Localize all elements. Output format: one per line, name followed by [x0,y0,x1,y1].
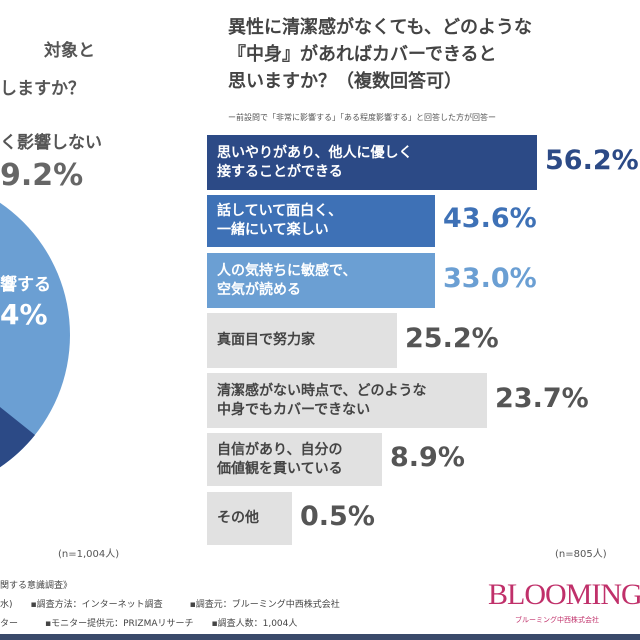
chart-title-line: 思いますか？（複数回答可） [228,71,462,92]
bar-label-line: 接することができる [217,163,343,180]
bar-label-line: その他 [217,510,259,526]
pie-label-no-influence: く影響しない [0,133,102,153]
bar: 真面目で努力家 [207,313,397,368]
left-title: 対象と しますか？ [0,32,95,108]
logo-subtext: ブルーミング中西株式会社 [515,616,599,624]
blooming-logo: BLOOMING [488,578,640,611]
bar: 自信があり、自分の 価値観を貫いている [207,433,382,486]
bar-value-label: 25.2% [405,322,499,354]
left-title-line: しますか？ [0,79,85,99]
bar-label-line: 真面目で努力家 [217,332,315,348]
pie-value-no-influence: 9.2% [0,158,84,193]
pie-slice-strong-influence [0,407,35,468]
bottom-band [0,634,640,640]
left-title-line: 対象と [44,41,95,61]
bar-label-line: 話していて面白く、 [217,203,343,219]
pie-slice-some-influence [0,202,70,468]
bar-label: 自信があり、自分の 価値観を貫いている [217,441,343,479]
bar-value-label: 0.5% [300,500,375,532]
bar-label: 清潔感がない時点で、どのような 中身でもカバーできない [217,382,426,420]
bar: 思いやりがあり、他人に優しく 接することができる [207,135,537,190]
chart-subtitle: ー前設問で「非常に影響する」「ある程度影響する」と回答した方が回答ー [228,113,496,122]
bar-label-line: 自信があり、自分の [217,441,343,458]
bar: その他 [207,492,292,545]
left-sample-size: (n=1,004人) [58,549,120,560]
bar-value-label: 56.2% [545,144,639,176]
bar: 人の気持ちに敏感で、 空気が読める [207,253,435,308]
bar-label-line: 空気が読める [217,281,301,298]
right-sample-size: (n=805人) [555,549,607,560]
bar-label: 真面目で努力家 [217,331,315,350]
bar-label: 話していて面白く、 一緒にいて楽しい [217,202,342,240]
survey-footer: 関する意識調査》 水) ▪調査方法：インターネット調査 ▪調査元：ブルーミング中… [0,577,340,634]
chart-title: 異性に清潔感がなくても、どのような 『中身』があればカバーできると 思いますか？… [228,14,532,95]
bar-value-label: 23.7% [495,382,589,414]
footer-line: ター ▪モニター提供元：PRIZMAリサーチ ▪調査人数：1,004人 [0,619,298,629]
pie-chart [0,202,70,468]
bar-label: 人の気持ちに敏感で、 空気が読める [217,262,356,300]
bar-label-line: 思いやりがあり、他人に優しく [217,144,413,161]
bar-label-line: 一緒にいて楽しい [217,222,329,238]
footer-line: 水) ▪調査方法：インターネット調査 ▪調査元：ブルーミング中西株式会社 [0,600,340,610]
bar-label: 思いやりがあり、他人に優しく 接することができる [217,144,412,182]
bar-label-line: 清潔感がない時点で、どのような [217,382,427,399]
pie-value-influence: 4% [0,298,48,331]
bar-value-label: 43.6% [443,203,537,234]
pie-label-influence: 響する [0,275,51,295]
bar-value-label: 8.9% [390,441,465,473]
bar: 話していて面白く、 一緒にいて楽しい [207,195,435,247]
chart-title-line: 『中身』があればカバーできると [228,44,497,65]
chart-title-line: 異性に清潔感がなくても、どのような [228,17,533,38]
bar-label-line: 中身でもカバーできない [217,401,371,418]
bar-label-line: 価値観を貫いている [217,460,343,477]
bar: 清潔感がない時点で、どのような 中身でもカバーできない [207,373,487,428]
footer-line: 関する意識調査》 [0,581,73,591]
bar-label: その他 [217,509,259,528]
bar-label-line: 人の気持ちに敏感で、 [217,262,357,279]
bar-value-label: 33.0% [443,262,537,294]
